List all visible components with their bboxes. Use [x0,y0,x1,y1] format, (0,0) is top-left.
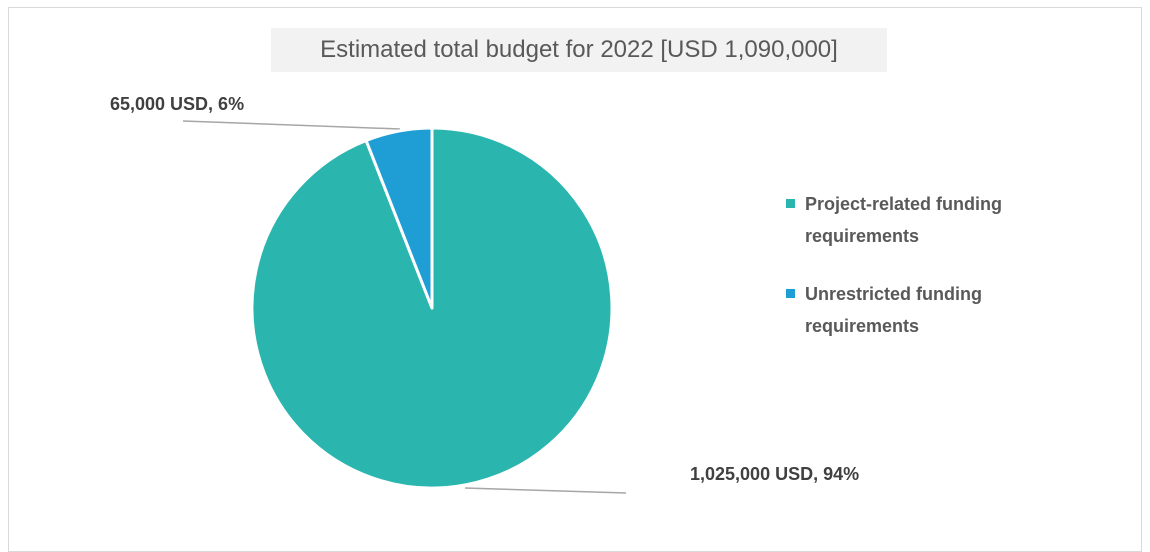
legend-item-project: Project-related funding requirements [786,188,1076,252]
chart-title: Estimated total budget for 2022 [USD 1,0… [271,28,887,72]
legend-item-unrestricted: Unrestricted funding requirements [786,278,1076,342]
legend-swatch-project [786,199,795,208]
legend-label-project: Project-related funding requirements [805,194,1003,246]
leader-lines [182,120,627,494]
data-label-project: 1,025,000 USD, 94% [690,464,859,484]
leader-line-project [464,487,627,494]
legend-swatch-unrestricted [786,289,795,298]
pie-slices [250,126,614,490]
data-label-unrestricted: 65,000 USD, 6% [110,94,244,114]
legend: Project-related funding requirements Unr… [786,188,1076,368]
leader-line-unrestricted [182,120,401,130]
pie-slice-unrestricted [364,126,434,310]
legend-label-unrestricted: Unrestricted funding requirements [805,284,983,336]
